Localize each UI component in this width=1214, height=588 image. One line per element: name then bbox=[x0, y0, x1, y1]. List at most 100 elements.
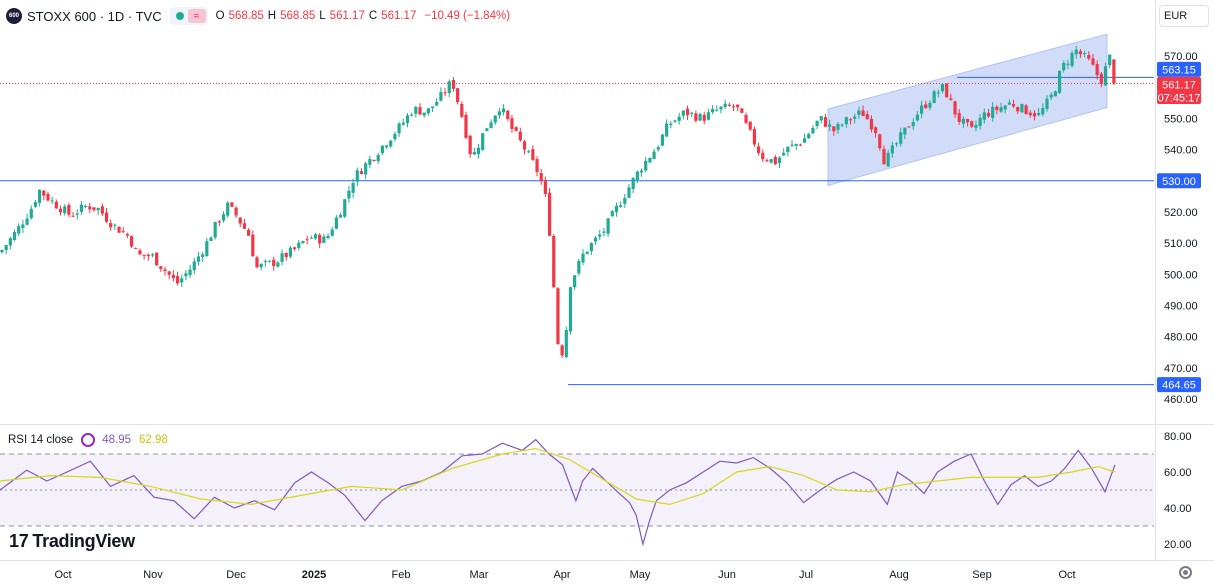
candle bbox=[547, 187, 552, 237]
channel-fill[interactable] bbox=[827, 33, 1108, 187]
candle-body bbox=[857, 110, 861, 115]
candle-body bbox=[510, 118, 514, 129]
candle-body bbox=[305, 239, 309, 241]
price-label-464-bg bbox=[1157, 377, 1201, 393]
candle bbox=[0, 249, 4, 254]
candle-body bbox=[1028, 112, 1032, 116]
candle bbox=[773, 154, 777, 166]
candle bbox=[426, 108, 430, 116]
candle-body bbox=[815, 120, 819, 126]
candle bbox=[259, 262, 263, 271]
candle-body bbox=[1108, 54, 1112, 66]
candle-body bbox=[974, 124, 978, 128]
candle-body bbox=[585, 251, 589, 254]
currency-button[interactable]: EUR bbox=[1159, 5, 1209, 27]
price-label-563-bg bbox=[1157, 61, 1201, 77]
candle-body bbox=[196, 256, 201, 262]
price-axis[interactable]: 570.00560.00550.00540.00530.00520.00510.… bbox=[1164, 51, 1198, 551]
candle-body bbox=[1078, 51, 1083, 55]
candle-body bbox=[702, 114, 706, 121]
candle bbox=[811, 125, 815, 135]
close-value: 561.17 bbox=[381, 10, 417, 22]
tradingview-logo[interactable]: 17 TradingView bbox=[9, 531, 135, 552]
candle-body bbox=[313, 234, 318, 239]
candle bbox=[368, 155, 372, 169]
candle bbox=[706, 108, 711, 121]
candle bbox=[1003, 104, 1007, 114]
candle-body bbox=[631, 177, 635, 189]
candle bbox=[234, 205, 238, 219]
candle bbox=[794, 143, 798, 151]
candle bbox=[347, 185, 351, 203]
candle bbox=[965, 118, 970, 127]
candle-body bbox=[1053, 91, 1057, 97]
candle-body bbox=[894, 143, 899, 145]
parallel-channel[interactable] bbox=[827, 33, 1108, 187]
candle bbox=[88, 203, 92, 213]
candle-body bbox=[21, 224, 25, 229]
candle-body bbox=[267, 260, 272, 262]
candle-body bbox=[435, 101, 439, 106]
candle bbox=[180, 274, 184, 288]
symbol-header[interactable]: 600 STOXX 600 · 1D · TVC ≈ O 568.85 H 568.… bbox=[6, 6, 510, 26]
candle bbox=[393, 131, 397, 142]
open-label: O bbox=[215, 10, 225, 22]
candle-body bbox=[986, 112, 991, 117]
candle-body bbox=[33, 202, 38, 207]
candle-body bbox=[522, 141, 527, 150]
chart-settings-icon[interactable] bbox=[1179, 566, 1192, 579]
candle-body bbox=[957, 113, 961, 122]
candle bbox=[644, 156, 648, 173]
candle-body bbox=[623, 197, 627, 204]
candle bbox=[694, 110, 698, 123]
candle-body bbox=[949, 98, 953, 100]
rsi-header[interactable]: RSI 14 close 48.95 62.98 bbox=[8, 432, 168, 448]
candle-body bbox=[497, 111, 502, 116]
candle-body bbox=[836, 123, 840, 130]
time-tick-label: Feb bbox=[392, 569, 411, 581]
candle-body bbox=[129, 236, 134, 247]
candle bbox=[928, 100, 932, 111]
price-label-countdown: 07:45:17 bbox=[1157, 91, 1201, 105]
candle-body bbox=[171, 274, 175, 279]
candle bbox=[1066, 59, 1070, 70]
candle bbox=[84, 204, 88, 209]
candle bbox=[535, 156, 539, 177]
candle-body bbox=[681, 110, 685, 116]
horizontal-levels[interactable] bbox=[0, 76, 1154, 386]
time-axis[interactable]: Oct Nov Dec 2025 Feb Mar Apr May Jun Jul Aug Sep Oct bbox=[54, 569, 1075, 581]
time-tick-label: 2025 bbox=[302, 569, 326, 581]
candle bbox=[196, 252, 201, 266]
indicator-settings-icon[interactable] bbox=[81, 433, 96, 447]
candle bbox=[823, 113, 828, 128]
symbol-title[interactable]: STOXX 600 · 1D · TVC bbox=[27, 8, 162, 24]
candle-body bbox=[807, 133, 811, 139]
candle bbox=[685, 105, 690, 121]
candle-body bbox=[163, 269, 167, 272]
candle-body bbox=[79, 204, 84, 212]
candle-body bbox=[46, 193, 50, 201]
candle bbox=[610, 209, 614, 217]
candle-body bbox=[188, 269, 192, 276]
candle-body bbox=[1074, 49, 1078, 55]
candle bbox=[1049, 92, 1053, 101]
price-tick-label: 480.00 bbox=[1164, 332, 1198, 344]
status-pill[interactable]: ≈ bbox=[169, 7, 208, 25]
candle-body bbox=[945, 83, 949, 98]
candle bbox=[857, 106, 861, 119]
candle-body bbox=[698, 113, 702, 121]
candle-body bbox=[376, 155, 380, 162]
candle-body bbox=[589, 243, 593, 251]
candle-body bbox=[460, 103, 464, 117]
candle bbox=[727, 102, 731, 107]
candle bbox=[217, 220, 221, 227]
candle bbox=[894, 142, 899, 147]
candle bbox=[267, 260, 272, 263]
candle bbox=[627, 184, 631, 199]
candle bbox=[301, 240, 305, 244]
candle-body bbox=[848, 119, 853, 121]
candle-body bbox=[351, 182, 355, 193]
candle-body bbox=[318, 234, 322, 244]
candle-body bbox=[284, 252, 288, 258]
